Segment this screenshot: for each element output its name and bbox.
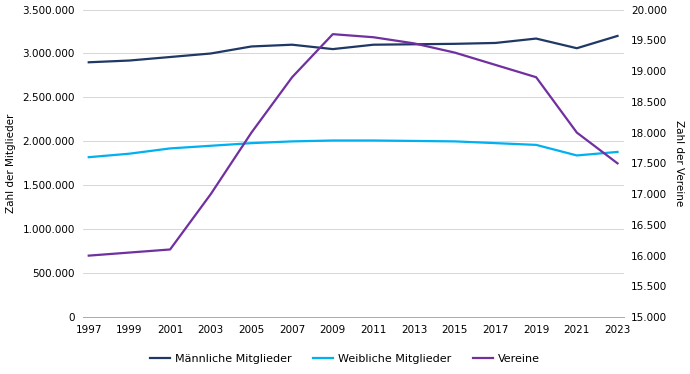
Männliche Mitglieder xyxy=(451,42,459,46)
Weibliche Mitglieder xyxy=(369,138,377,143)
Y-axis label: Zahl der Mitglieder: Zahl der Mitglieder xyxy=(6,114,16,213)
Männliche Mitglieder xyxy=(369,43,377,47)
Vereine xyxy=(126,250,134,255)
Weibliche Mitglieder xyxy=(166,146,175,151)
Weibliche Mitglieder xyxy=(613,150,622,154)
Männliche Mitglieder xyxy=(573,46,581,50)
Männliche Mitglieder xyxy=(410,42,418,46)
Männliche Mitglieder xyxy=(166,55,175,59)
Weibliche Mitglieder xyxy=(126,151,134,156)
Vereine xyxy=(328,32,337,36)
Vereine xyxy=(451,50,459,55)
Legend: Männliche Mitglieder, Weibliche Mitglieder, Vereine: Männliche Mitglieder, Weibliche Mitglied… xyxy=(146,350,544,368)
Vereine xyxy=(613,161,622,166)
Weibliche Mitglieder xyxy=(410,139,418,143)
Männliche Mitglieder xyxy=(491,41,500,45)
Männliche Mitglieder xyxy=(85,60,93,65)
Vereine xyxy=(247,131,255,135)
Weibliche Mitglieder xyxy=(532,142,540,147)
Männliche Mitglieder xyxy=(247,44,255,49)
Vereine xyxy=(532,75,540,79)
Line: Vereine: Vereine xyxy=(89,34,618,255)
Männliche Mitglieder xyxy=(613,34,622,38)
Vereine xyxy=(288,75,296,79)
Vereine xyxy=(369,35,377,40)
Vereine xyxy=(206,192,215,196)
Weibliche Mitglieder xyxy=(206,144,215,148)
Männliche Mitglieder xyxy=(288,43,296,47)
Vereine xyxy=(85,253,93,258)
Männliche Mitglieder xyxy=(206,51,215,56)
Weibliche Mitglieder xyxy=(328,138,337,143)
Weibliche Mitglieder xyxy=(491,141,500,145)
Weibliche Mitglieder xyxy=(247,141,255,145)
Line: Weibliche Mitglieder: Weibliche Mitglieder xyxy=(89,141,618,157)
Vereine xyxy=(410,41,418,46)
Vereine xyxy=(166,247,175,252)
Weibliche Mitglieder xyxy=(85,155,93,159)
Line: Männliche Mitglieder: Männliche Mitglieder xyxy=(89,36,618,62)
Männliche Mitglieder xyxy=(532,36,540,41)
Y-axis label: Zahl der Vereine: Zahl der Vereine xyxy=(674,120,684,206)
Vereine xyxy=(491,63,500,67)
Männliche Mitglieder xyxy=(126,58,134,63)
Weibliche Mitglieder xyxy=(573,153,581,158)
Weibliche Mitglieder xyxy=(288,139,296,144)
Weibliche Mitglieder xyxy=(451,139,459,144)
Männliche Mitglieder xyxy=(328,47,337,51)
Vereine xyxy=(573,131,581,135)
